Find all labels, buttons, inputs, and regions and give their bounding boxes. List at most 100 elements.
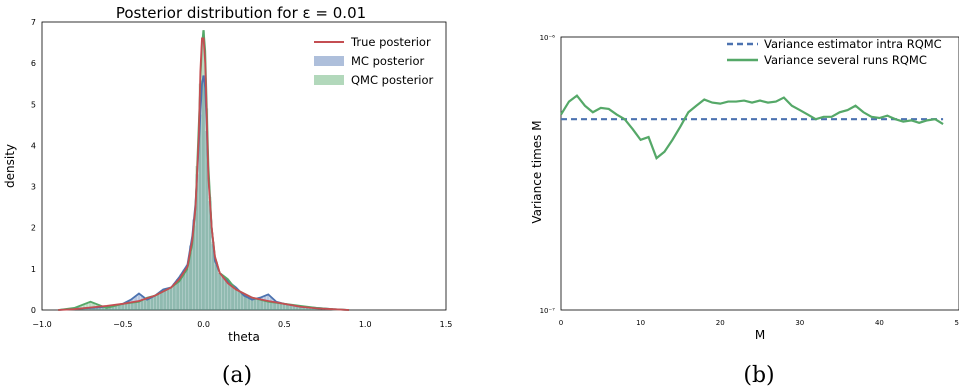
qmc-hist-bar [192, 225, 196, 310]
mc-hist-bar [185, 264, 189, 310]
mc-hist-bar [234, 287, 238, 310]
mc-hist-bar [143, 298, 147, 310]
chart-b-lines [560, 94, 944, 160]
qmc-hist-bar [298, 305, 302, 310]
qmc-hist-bar [124, 303, 128, 310]
mc-hist-bar [127, 300, 131, 310]
mc-hist-bar [176, 279, 180, 310]
mc-hist-bar [95, 307, 99, 310]
qmc-hist-bar [234, 289, 238, 310]
true-posterior-line [58, 37, 350, 311]
qmc-hist-bar [185, 268, 189, 310]
qmc-hist-bar [237, 291, 241, 310]
qmc-hist-bar [286, 304, 289, 310]
mc-hist-bar [253, 298, 257, 310]
mc-hist-bar [189, 245, 192, 310]
mc-hist-bar [292, 305, 296, 310]
qmc-hist-bar [105, 307, 108, 310]
mc-kde-line [58, 75, 350, 311]
panel-a-chart: Posterior distribution for ε = 0.01 −1.0… [3, 4, 452, 344]
qmc-hist-bar [205, 108, 209, 311]
legend-qmc-posterior-label: QMC posterior [351, 73, 434, 87]
mc-hist-bar [117, 304, 121, 310]
qmc-hist-bar [182, 273, 186, 310]
legend-qmc-posterior-swatch [314, 75, 344, 85]
qmc-hist-bar [269, 302, 273, 310]
mc-hist-bar [98, 307, 102, 310]
mc-hist-bar [302, 306, 306, 310]
qmc-hist-bar [266, 301, 270, 310]
mc-hist-bar [114, 304, 118, 310]
qmc-hist-bar [85, 303, 89, 310]
legend-several-runs-label: Variance several runs RQMC [764, 53, 927, 67]
qmc-hist-bar [127, 303, 131, 310]
mc-hist-bar [286, 304, 289, 310]
qmc-hist-bar [147, 297, 150, 310]
qmc-hist-bar [134, 302, 138, 310]
qmc-hist-bar [247, 296, 251, 310]
chart-b-x-tick-label: 30 [795, 319, 804, 327]
chart-a-density-lines [58, 30, 350, 311]
chart-a-y-tick-label: 7 [31, 18, 36, 27]
mc-hist-bar [237, 290, 241, 310]
chart-a-x-tick-label: 0.5 [278, 320, 291, 329]
qmc-hist-bar [279, 303, 283, 310]
qmc-hist-bar [101, 306, 105, 310]
mc-hist-bar [256, 298, 260, 310]
qmc-hist-bar [231, 285, 234, 310]
qmc-hist-bar [250, 297, 254, 310]
chart-b-y-tick-label: 10⁻⁶ [540, 34, 556, 42]
qmc-hist-bar [137, 301, 141, 310]
qmc-hist-bar [140, 300, 144, 310]
qmc-hist-bar [273, 302, 277, 310]
chart-b-x-tick-label: 10 [636, 319, 645, 327]
mc-hist-bar [282, 303, 286, 310]
chart-a-x-tick-label: 0.0 [197, 320, 210, 329]
mc-hist-bar [111, 305, 115, 310]
mc-hist-bar [124, 302, 128, 310]
mc-hist-bar [276, 302, 280, 310]
mc-hist-bar [163, 289, 167, 310]
mc-hist-bar [273, 300, 277, 310]
mc-hist-bar [101, 306, 105, 310]
mc-hist-bar [201, 75, 205, 311]
qmc-hist-bar [117, 304, 121, 310]
qmc-hist-bar [260, 300, 264, 310]
mc-hist-bar [150, 297, 154, 310]
qmc-hist-bar [289, 304, 293, 310]
caption-b: (b) [743, 363, 774, 388]
mc-hist-bar [156, 293, 160, 310]
mc-hist-bar [130, 298, 134, 310]
chart-a-x-tick-label: 1.5 [440, 320, 453, 329]
qmc-hist-bar [176, 282, 180, 310]
mc-hist-bar [305, 307, 309, 310]
qmc-hist-bar [163, 290, 167, 310]
mc-hist-bar [247, 298, 251, 310]
caption-a: (a) [222, 363, 252, 388]
chart-a-x-ticks: −1.0 −0.5 0.0 0.5 1.0 1.5 [32, 320, 452, 329]
legend-mc-posterior-label: MC posterior [351, 54, 424, 68]
mc-hist-bar [198, 114, 202, 310]
qmc-hist-bar [121, 303, 125, 310]
qmc-hist-bar [159, 292, 163, 310]
qmc-hist-bar [244, 294, 247, 310]
qmc-hist-bar [108, 307, 112, 310]
chart-a-y-tick-label: 4 [31, 141, 36, 150]
mc-hist-bar [179, 274, 183, 310]
mc-hist-bar [195, 174, 199, 310]
mc-hist-bar [263, 295, 267, 310]
qmc-hist-bar [256, 299, 260, 310]
several-runs-rqmc-line [560, 94, 944, 160]
qmc-hist-bar [130, 302, 134, 310]
mc-hist-bar [289, 304, 293, 310]
qmc-hist-bar [305, 306, 309, 310]
mc-hist-bar [121, 303, 125, 310]
qmc-hist-bar [201, 30, 205, 310]
chart-b-x-tick-label: 20 [716, 319, 725, 327]
legend-mc-posterior-swatch [314, 56, 344, 66]
qmc-hist-bar [224, 277, 228, 310]
qmc-hist-bar [221, 275, 225, 310]
qmc-hist-bar [295, 305, 299, 310]
chart-a-x-tick-label: −0.5 [113, 320, 132, 329]
